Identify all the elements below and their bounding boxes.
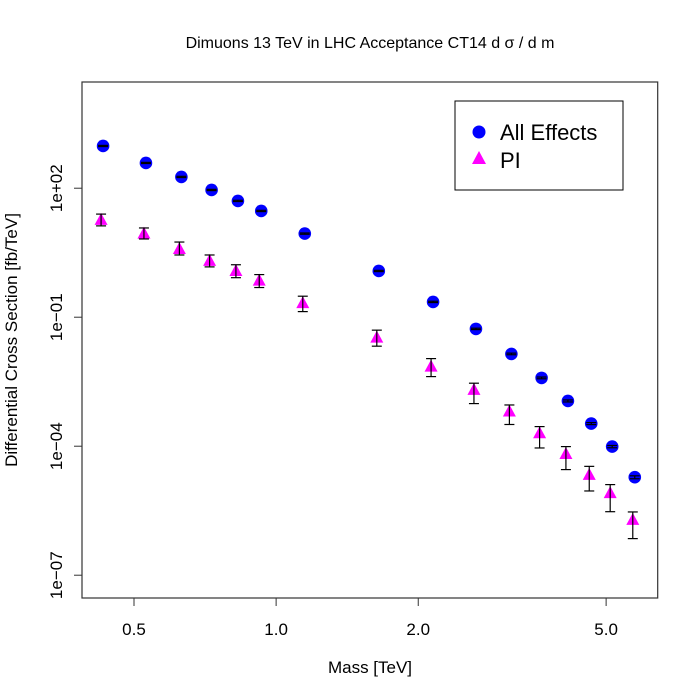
plot-frame [81,81,659,599]
chart-title: Dimuons 13 TeV in LHC Acceptance CT14 d … [186,35,555,52]
legend-circle-marker [472,125,486,139]
legend-label-all-effects: All Effects [500,120,597,145]
legend-triangle-marker [472,151,486,164]
y-axis: 1e+02 1e−01 1e−04 1e−07 [47,164,82,599]
x-axis-label: Mass [TeV] [328,658,412,677]
x-tick-label: 5.0 [594,620,618,639]
x-tick-label: 0.5 [122,620,146,639]
legend-box [454,100,624,191]
y-axis-label: Differential Cross Section [fb/TeV] [2,213,21,467]
y-tick-label: 1e−01 [47,293,66,341]
data-marks [94,139,642,540]
x-tick-label: 1.0 [264,620,288,639]
x-tick-label: 2.0 [406,620,430,639]
legend: All Effects PI [454,100,624,191]
y-tick-label: 1e+02 [47,164,66,212]
y-tick-label: 1e−04 [47,422,66,470]
legend-label-pi: PI [500,148,521,173]
x-axis: 0.5 1.0 2.0 5.0 [122,598,618,639]
y-tick-label: 1e−07 [47,551,66,599]
